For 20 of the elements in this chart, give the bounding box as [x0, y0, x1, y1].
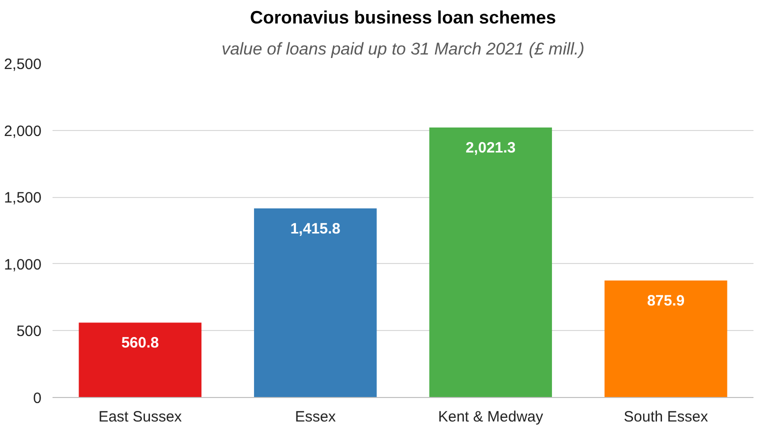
y-tick-label: 2,000 — [4, 122, 42, 140]
bar — [78, 322, 202, 398]
data-label: 875.9 — [647, 292, 685, 310]
data-label: 2,021.3 — [466, 139, 516, 156]
y-tick-label: 0 — [33, 390, 42, 407]
bar — [429, 127, 552, 398]
data-label: 1,415.8 — [290, 220, 340, 238]
x-tick-label: East Sussex — [98, 408, 182, 426]
x-tick-label: Essex — [294, 408, 336, 426]
y-tick-label: 1,500 — [4, 190, 42, 207]
y-tick-label: 1,000 — [4, 256, 42, 274]
chart-title: Coronavius business loan schemes — [250, 8, 556, 28]
x-tick-label: Kent & Medway — [438, 408, 544, 426]
y-tick-label: 2,500 — [4, 56, 42, 73]
data-label: 560.8 — [121, 334, 159, 352]
bar — [254, 208, 377, 398]
y-tick-label: 500 — [16, 323, 42, 340]
x-tick-label: South Essex — [624, 408, 708, 426]
chart-subtitle: value of loans paid up to 31 March 2021 (£ mill.) — [222, 40, 584, 58]
bar — [604, 280, 728, 398]
